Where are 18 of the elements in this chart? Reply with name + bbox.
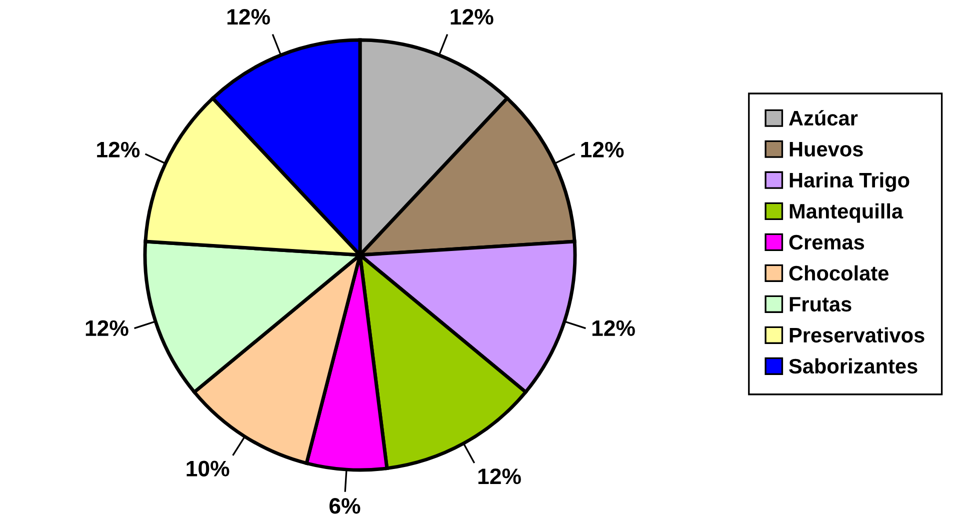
legend-label: Preservativos <box>790 327 924 343</box>
data-label: 12% <box>450 8 494 25</box>
data-label: 12% <box>97 142 140 158</box>
data-label: 12% <box>86 320 128 336</box>
legend-label: Saborizantes <box>789 358 918 374</box>
legend-label: Harina Trigo <box>790 172 910 192</box>
data-label: 12% <box>592 320 635 336</box>
legend-label: Mantequilla <box>790 203 904 223</box>
data-label: 12% <box>581 142 624 158</box>
legend-label: Huevos <box>790 142 863 157</box>
data-label: 10% <box>186 460 230 476</box>
legend-label: Chocolate <box>789 265 888 281</box>
legend-label: Cremas <box>789 234 864 250</box>
legend-label: Frutas <box>790 297 852 312</box>
legend-label: Azúcar <box>788 110 858 126</box>
data-label: 12% <box>227 8 270 25</box>
data-label: 12% <box>478 468 521 484</box>
data-label: 6% <box>330 498 360 514</box>
